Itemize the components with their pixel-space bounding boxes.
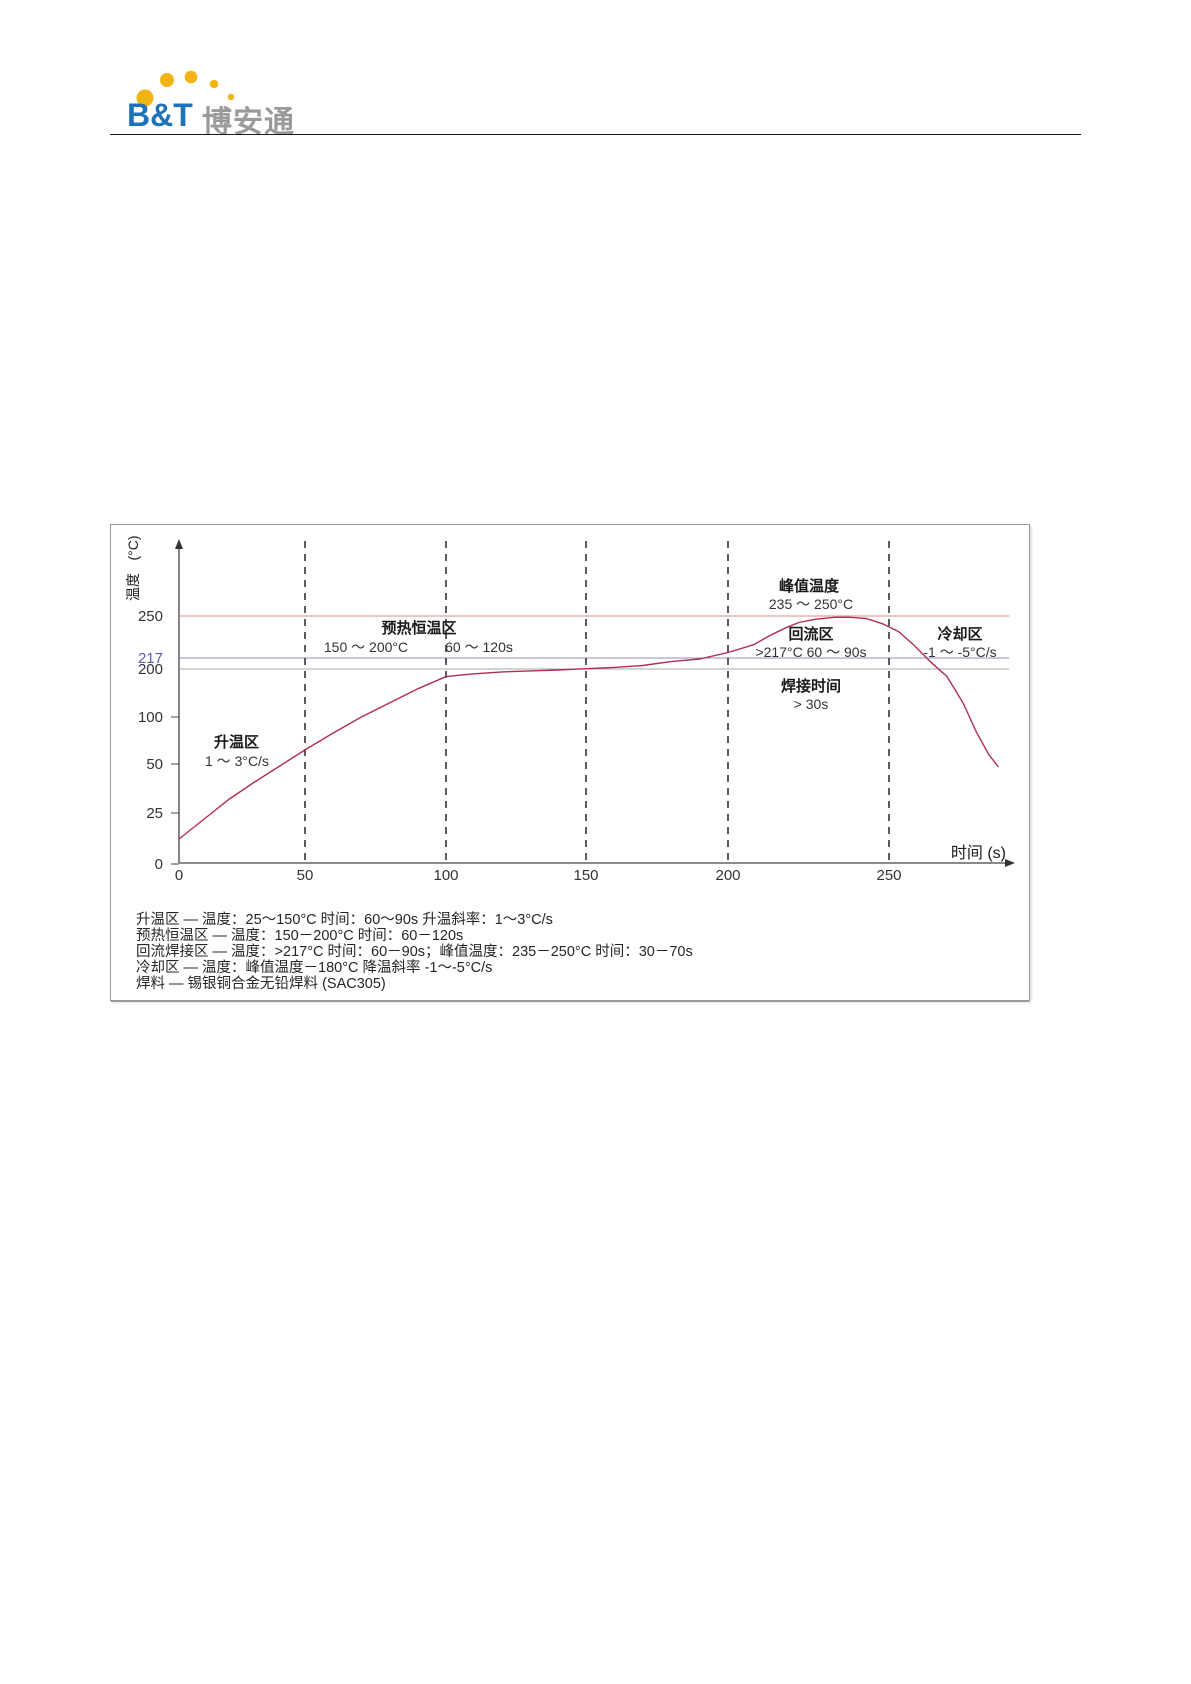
svg-text:>217°C 60 ～ 90s: >217°C 60 ～ 90s — [755, 644, 866, 660]
svg-text:200: 200 — [715, 867, 740, 884]
svg-text:-1 ～ -5°C/s: -1 ～ -5°C/s — [923, 644, 996, 660]
svg-text:60 ～ 120s: 60 ～ 120s — [445, 639, 513, 655]
svg-text:25: 25 — [146, 805, 163, 822]
svg-text:250: 250 — [138, 608, 163, 625]
svg-text:1 ～ 3°C/s: 1 ～ 3°C/s — [205, 753, 269, 769]
svg-text:100: 100 — [433, 867, 458, 884]
svg-text:150: 150 — [573, 867, 598, 884]
svg-text:100: 100 — [138, 709, 163, 726]
svg-text:温度: 温度 — [125, 573, 141, 601]
svg-text:预热恒温区: 预热恒温区 — [381, 619, 456, 637]
svg-text:0: 0 — [175, 867, 183, 884]
svg-text:150 ～ 200°C: 150 ～ 200°C — [324, 639, 408, 655]
svg-text:回流区: 回流区 — [788, 625, 833, 643]
svg-text:峰值温度: 峰值温度 — [779, 577, 840, 595]
svg-text:冷却区: 冷却区 — [937, 625, 982, 643]
svg-text:时间 (s): 时间 (s) — [951, 844, 1006, 862]
svg-text:50: 50 — [146, 756, 163, 773]
svg-text:235 ～ 250°C: 235 ～ 250°C — [769, 596, 853, 612]
svg-text:50: 50 — [297, 867, 314, 884]
svg-text:(°C): (°C) — [125, 535, 141, 560]
svg-text:217: 217 — [138, 650, 163, 667]
svg-text:焊接时间: 焊接时间 — [781, 677, 841, 695]
svg-text:0: 0 — [155, 856, 163, 873]
svg-text:升温区: 升温区 — [214, 734, 259, 751]
svg-text:> 30s: > 30s — [794, 696, 829, 712]
svg-text:250: 250 — [876, 867, 901, 884]
